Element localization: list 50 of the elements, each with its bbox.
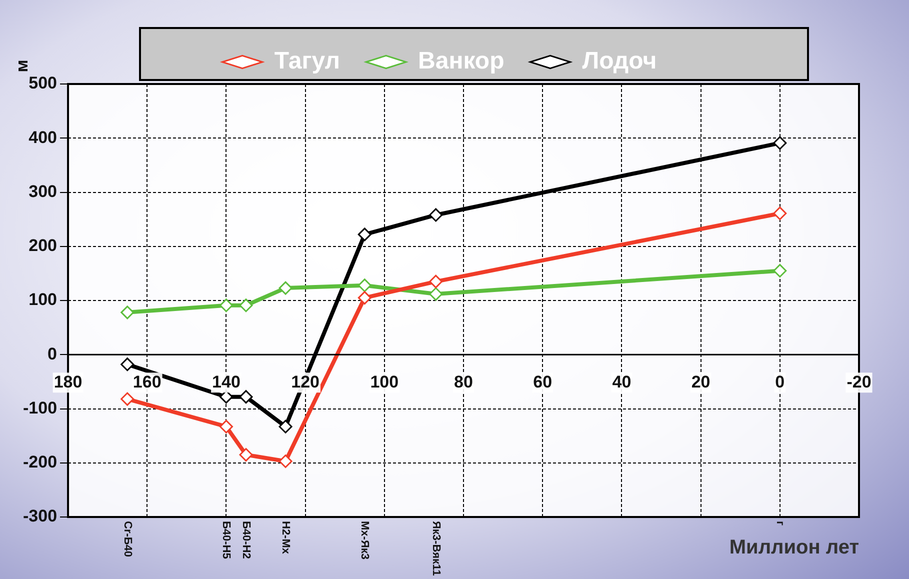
point [120, 358, 134, 372]
point [278, 420, 292, 434]
point [219, 298, 233, 312]
x-tick-label: 60 [533, 372, 552, 392]
point [120, 392, 134, 406]
y-tick-label: 200 [28, 236, 58, 256]
y-tick-label: 400 [28, 128, 58, 147]
point [358, 291, 372, 305]
text: Мх-Як3 [358, 521, 371, 560]
point [429, 274, 443, 288]
y-tick-label: -200 [22, 452, 58, 472]
x-tick-label: 20 [691, 372, 710, 392]
point [239, 448, 253, 462]
y-tick-label: 100 [28, 290, 58, 310]
point [429, 287, 443, 301]
point [278, 454, 292, 468]
point [239, 298, 253, 312]
point [773, 136, 787, 150]
point [239, 390, 253, 404]
text: Н2-Мх [280, 521, 292, 555]
x-tick-label: 100 [370, 372, 399, 392]
text: Cr-Б40 [121, 521, 134, 558]
text: г [774, 521, 786, 526]
point [219, 420, 233, 434]
point [120, 306, 134, 320]
x-tick-label: 120 [291, 372, 320, 392]
text: Як3-Вяк11 [430, 521, 442, 576]
y-tick-label: 0 [48, 344, 58, 364]
x-tick-label: 80 [454, 372, 473, 392]
x-tick-label: 180 [54, 372, 82, 392]
point [358, 228, 372, 242]
point [773, 206, 787, 220]
x-axis-title: Миллион лет [729, 536, 860, 559]
y-tick-label: -100 [22, 398, 58, 418]
y-tick-label: 300 [28, 182, 58, 201]
point [219, 390, 233, 404]
y-tick-label: 500 [28, 74, 58, 93]
y-axis-title: м [12, 60, 32, 72]
y-tick-label: -300 [22, 506, 58, 526]
text: Б40-Н2 [240, 521, 252, 559]
point [278, 281, 292, 295]
point [429, 208, 443, 222]
x-tick-label: -20 [846, 372, 872, 392]
text: Б40-Н5 [220, 521, 232, 559]
point [358, 278, 372, 292]
x-tick-label: 0 [775, 372, 785, 392]
x-tick-label: 40 [612, 372, 632, 392]
point [773, 264, 787, 278]
x-tick-label: 140 [212, 372, 240, 392]
x-tick-label: 160 [132, 372, 162, 392]
